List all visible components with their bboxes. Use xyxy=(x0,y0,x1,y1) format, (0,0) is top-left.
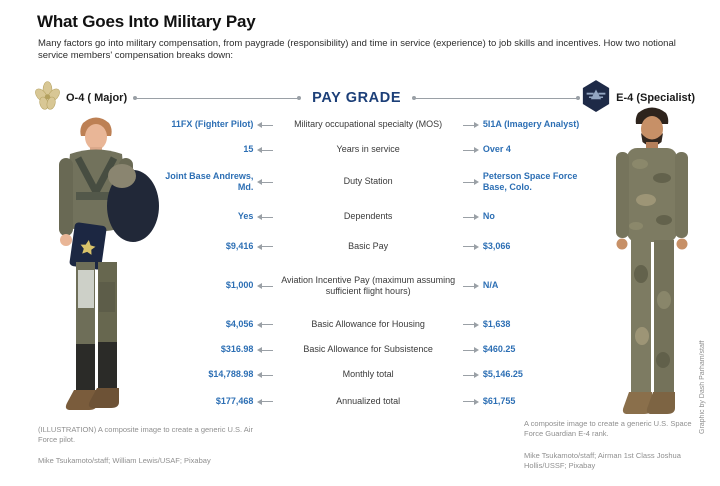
guardian-photo xyxy=(598,104,706,439)
right-value: Peterson Space Force Base, Colo. xyxy=(482,170,578,192)
comparison-row: $1,000 Aviation Incentive Pay (maximum as… xyxy=(148,261,600,311)
right-value: N/A xyxy=(482,280,499,291)
left-value: Joint Base Andrews, Md. xyxy=(165,170,254,192)
right-photo-caption: A composite image to create a generic U.… xyxy=(524,419,692,439)
left-arrow-icon xyxy=(257,398,274,405)
left-value: $9,416 xyxy=(225,240,254,251)
pilot-photo xyxy=(26,112,166,425)
left-arrow-icon xyxy=(257,179,274,185)
paygrade-bar: O-4 ( Major) PAY GRADE E-4 (Specialist) xyxy=(34,79,700,118)
row-label: Duty Station xyxy=(343,176,393,187)
paygrade-line-right xyxy=(412,96,581,100)
right-arrow-icon xyxy=(462,372,479,378)
row-label: Basic Allowance for Subsistence xyxy=(303,344,433,355)
space-force-specialist-insignia-icon xyxy=(581,79,611,118)
left-value: $177,468 xyxy=(215,395,254,406)
left-value: $14,788.98 xyxy=(208,369,254,380)
comparison-row: $4,056 Basic Allowance for Housing $1,638 xyxy=(148,311,600,338)
right-value: $460.25 xyxy=(482,344,516,355)
left-value: $1,000 xyxy=(225,280,254,291)
comparison-row: Yes Dependents No xyxy=(148,202,600,232)
comparison-row: $316.98 Basic Allowance for Subsistence $4… xyxy=(148,338,600,362)
left-arrow-icon xyxy=(257,372,274,378)
page-subtitle: Many factors go into military compensati… xyxy=(38,38,676,62)
left-arrow-icon xyxy=(257,243,274,250)
left-value: $316.98 xyxy=(220,344,254,355)
comparison-row: $9,416 Basic Pay $3,066 xyxy=(148,232,600,261)
right-photo-credit: Mike Tsukamoto/staff; Airman 1st Class J… xyxy=(524,451,681,471)
comparison-row: Joint Base Andrews, Md. Duty Station Peter… xyxy=(148,162,600,202)
comparison-row: $14,788.98 Monthly total $5,146.25 xyxy=(148,362,600,388)
row-label: Years in service xyxy=(336,144,400,155)
left-value: 15 xyxy=(243,144,254,155)
page-title: What Goes Into Military Pay xyxy=(37,12,256,31)
right-arrow-icon xyxy=(462,321,479,328)
right-arrow-icon xyxy=(462,243,479,250)
row-label: Basic Allowance for Housing xyxy=(311,318,425,329)
right-arrow-icon xyxy=(462,347,479,353)
paygrade-title: PAY GRADE xyxy=(312,90,402,106)
right-value: $3,066 xyxy=(482,240,511,251)
left-arrow-icon xyxy=(257,147,274,153)
right-arrow-icon xyxy=(462,179,479,185)
left-arrow-icon xyxy=(257,214,274,220)
right-arrow-icon xyxy=(462,122,479,128)
vertical-graphic-credit: Graphic by Dash Parham/staff xyxy=(699,340,706,434)
right-arrow-icon xyxy=(462,398,479,405)
comparison-row: 15 Years in service Over 4 xyxy=(148,138,600,162)
comparison-row: 11FX (Fighter Pilot) Military occupationa… xyxy=(148,112,600,138)
row-label: Annualized total xyxy=(336,395,401,406)
left-value: $4,056 xyxy=(225,318,254,329)
row-label: Dependents xyxy=(343,211,393,222)
left-rank-label: O-4 ( Major) xyxy=(66,92,128,104)
pilot-illustration xyxy=(59,117,159,410)
left-arrow-icon xyxy=(257,122,274,128)
comparison-rows: 11FX (Fighter Pilot) Military occupationa… xyxy=(148,112,600,415)
right-arrow-icon xyxy=(462,214,479,220)
left-photo-credit: Mike Tsukamoto/staff; William Lewis/USAF… xyxy=(38,456,211,465)
guardian-illustration xyxy=(616,107,688,414)
right-rank-label: E-4 (Specialist) xyxy=(616,92,695,104)
comparison-row: $177,468 Annualized total $61,755 xyxy=(148,388,600,415)
right-value: No xyxy=(482,211,495,222)
right-value: $61,755 xyxy=(482,395,516,406)
paygrade-line-left xyxy=(133,96,302,100)
oak-leaf-insignia-icon xyxy=(34,80,61,117)
left-arrow-icon xyxy=(257,347,274,353)
right-value: Over 4 xyxy=(482,144,511,155)
right-value: $5,146.25 xyxy=(482,369,523,380)
right-value: $1,638 xyxy=(482,318,511,329)
right-value: 5I1A (Imagery Analyst) xyxy=(482,119,580,130)
row-label: Monthly total xyxy=(342,369,394,380)
left-arrow-icon xyxy=(257,321,274,328)
row-label: Basic Pay xyxy=(348,240,389,251)
right-arrow-icon xyxy=(462,147,479,153)
left-photo-caption: (ILLUSTRATION) A composite image to crea… xyxy=(38,425,253,445)
row-label: Military occupational specialty (MOS) xyxy=(294,119,443,130)
left-value: 11FX (Fighter Pilot) xyxy=(171,119,254,130)
left-arrow-icon xyxy=(257,283,274,289)
row-label: Aviation Incentive Pay (maximum assuming… xyxy=(281,274,456,296)
right-arrow-icon xyxy=(462,283,479,289)
left-value: Yes xyxy=(237,211,254,222)
